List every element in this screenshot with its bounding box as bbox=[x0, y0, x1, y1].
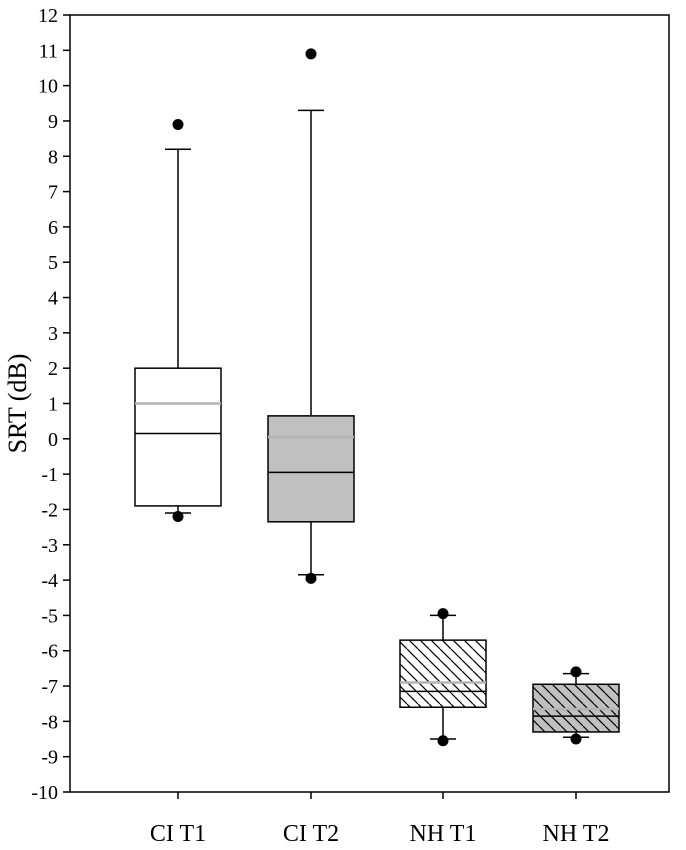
box-outline bbox=[267, 415, 355, 523]
y-tick-label: 4 bbox=[48, 288, 58, 310]
box-fill bbox=[268, 415, 354, 522]
x-tick-label: CI T1 bbox=[150, 821, 206, 847]
y-tick-label: 5 bbox=[48, 252, 58, 274]
box-hatch bbox=[400, 640, 486, 708]
y-tick-label: 9 bbox=[48, 111, 58, 133]
x-tick-label: NH T2 bbox=[543, 821, 610, 847]
y-tick-label: 0 bbox=[48, 429, 58, 451]
y-tick-label: 1 bbox=[48, 394, 58, 416]
outlier-point bbox=[570, 733, 582, 745]
y-axis-label: SRT (dB) bbox=[3, 354, 32, 454]
y-tick-label: 6 bbox=[48, 217, 58, 239]
y-tick-label: -1 bbox=[41, 464, 58, 486]
outlier-point bbox=[305, 572, 317, 584]
outlier-point bbox=[172, 118, 184, 130]
y-tick-label: 3 bbox=[48, 323, 58, 345]
y-tick-label: -5 bbox=[41, 605, 58, 627]
y-tick-label: 7 bbox=[48, 182, 58, 204]
y-tick-label: 11 bbox=[39, 40, 58, 62]
x-tick-label: CI T2 bbox=[283, 821, 339, 847]
outlier-point bbox=[172, 511, 184, 523]
plot-area: -10-9-8-7-6-5-4-3-2-10123456789101112CI … bbox=[31, 5, 670, 847]
y-tick-label: -3 bbox=[41, 535, 58, 557]
outlier-point bbox=[570, 666, 582, 678]
y-tick-label: -7 bbox=[41, 676, 58, 698]
y-tick-label: -4 bbox=[41, 570, 58, 592]
y-tick-label: 8 bbox=[48, 146, 58, 168]
outlier-point bbox=[437, 608, 449, 620]
y-tick-label: -9 bbox=[41, 747, 58, 769]
y-tick-label: 10 bbox=[38, 76, 58, 98]
y-tick-label: -8 bbox=[41, 711, 58, 733]
y-tick-label: 12 bbox=[38, 5, 58, 27]
outlier-point bbox=[305, 48, 317, 60]
box-fill bbox=[135, 368, 221, 506]
box-outline bbox=[134, 367, 222, 507]
x-tick-label: NH T1 bbox=[410, 821, 477, 847]
box-outline bbox=[399, 639, 487, 708]
outlier-point bbox=[437, 735, 449, 747]
y-tick-label: -2 bbox=[41, 499, 58, 521]
y-tick-label: -10 bbox=[31, 782, 58, 804]
y-tick-label: 2 bbox=[48, 358, 58, 380]
y-tick-label: -6 bbox=[41, 641, 58, 663]
